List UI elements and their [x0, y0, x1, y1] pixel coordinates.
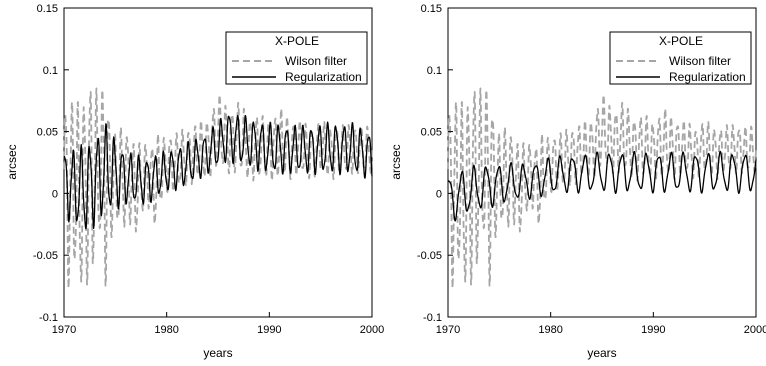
right-plot-area — [447, 87, 757, 290]
right-x-tick-label: 1990 — [641, 324, 665, 336]
left-legend-label-wilson: Wilson filter — [285, 54, 347, 68]
left-y-tick-label: -0.1 — [39, 312, 58, 324]
left-y-tick-label: 0.05 — [37, 127, 58, 139]
right-y-axis: -0.1 -0.05 0 0.05 0.1 0.15 — [417, 3, 453, 324]
left-y-axis: -0.1 -0.05 0 0.05 0.1 0.15 — [33, 3, 69, 324]
right-y-axis-label: arcsec — [389, 144, 403, 179]
left-x-tick-label: 1990 — [257, 324, 281, 336]
right-legend-label-wilson: Wilson filter — [669, 54, 731, 68]
left-y-tick-label: 0.15 — [37, 3, 58, 15]
right-y-tick-label: -0.1 — [423, 312, 442, 324]
left-x-axis-label: years — [203, 346, 232, 360]
right-legend-box — [609, 31, 752, 85]
right-series-line-regularization — [447, 150, 757, 222]
left-series-line-regularization — [63, 114, 373, 230]
right-x-axis: 1970 1980 1990 2000 — [436, 312, 766, 336]
right-chart: -0.1 -0.05 0 0.05 0.1 0.15 1970 1980 1990 2000 y… — [389, 3, 766, 360]
right-x-axis-label: years — [587, 346, 616, 360]
left-y-tick-label: 0.1 — [43, 65, 58, 77]
left-chart: -0.1 -0.05 0 0.05 0.1 0.15 1970 1980 1990 2000 y… — [5, 3, 384, 360]
left-y-axis-label: arcsec — [5, 144, 19, 179]
left-y-tick-label: -0.05 — [33, 250, 58, 262]
left-legend-box — [225, 31, 368, 85]
left-series-line-wilson-filter — [63, 87, 373, 290]
left-x-tick-label: 2000 — [360, 324, 384, 336]
right-x-tick-label: 1980 — [538, 324, 562, 336]
right-legend-title: X-POLE — [659, 34, 703, 48]
right-series-line-wilson-filter — [447, 87, 757, 290]
right-x-tick-label: 2000 — [744, 324, 766, 336]
right-y-tick-label: 0.15 — [421, 3, 442, 15]
left-y-tick-label: 0 — [52, 188, 58, 200]
left-x-axis: 1970 1980 1990 2000 — [52, 312, 384, 336]
left-legend-label-regularization: Regularization — [285, 70, 362, 84]
left-plot-area — [63, 87, 373, 290]
right-legend-label-regularization: Regularization — [669, 70, 746, 84]
right-y-tick-label: -0.05 — [417, 250, 442, 262]
right-y-tick-label: 0.05 — [421, 127, 442, 139]
left-legend-title: X-POLE — [275, 34, 319, 48]
right-y-tick-label: 0.1 — [427, 65, 442, 77]
left-x-tick-label: 1970 — [52, 324, 76, 336]
left-x-tick-label: 1980 — [154, 324, 178, 336]
right-y-tick-label: 0 — [436, 188, 442, 200]
left-legend: X-POLE Wilson filter Regularization — [225, 31, 368, 85]
right-legend: X-POLE Wilson filter Regularization — [609, 31, 752, 85]
right-x-tick-label: 1970 — [436, 324, 460, 336]
